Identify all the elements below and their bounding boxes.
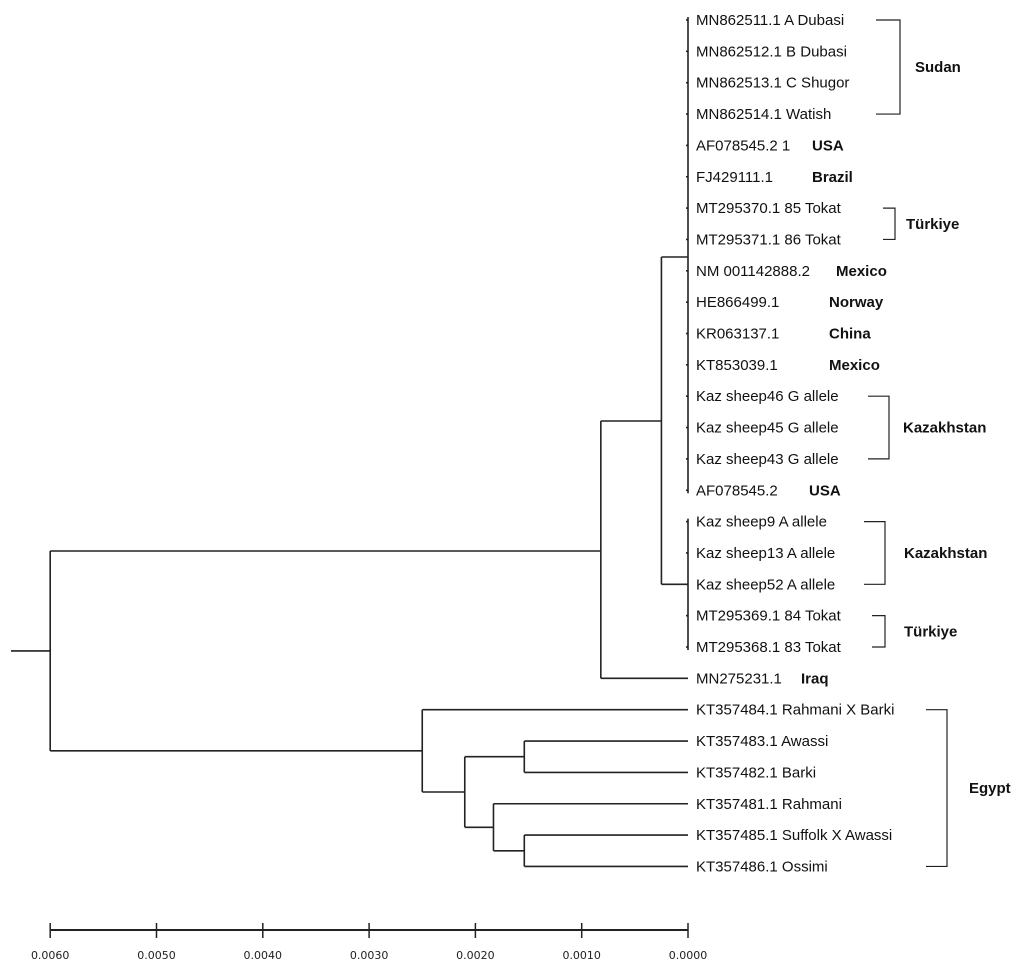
group-bracket [864, 520, 886, 585]
group-bracket [883, 207, 896, 241]
group-label: Kazakhstan [903, 420, 986, 437]
leaf-label: Kaz sheep13 A allele [696, 545, 835, 562]
leaf-label: KT357484.1 Rahmani X Barki [696, 702, 894, 719]
leaf-country-label: Mexico [829, 357, 880, 374]
group-bracket [876, 19, 901, 115]
leaf-label: KR063137.1 [696, 326, 779, 343]
group-bracket [926, 709, 948, 868]
group-label: Kazakhstan [904, 545, 987, 562]
leaf-label: KT357482.1 Barki [696, 764, 816, 781]
leaf-label: KT357481.1 Rahmani [696, 796, 842, 813]
leaf-label: KT357486.1 Ossimi [696, 858, 828, 875]
scale-tick-label: 0.0040 [244, 949, 283, 962]
leaf-label: Kaz sheep52 A allele [696, 576, 835, 593]
leaf-label: MN862511.1 A Dubasi [696, 12, 844, 29]
leaf-country-label: China [829, 326, 871, 343]
scale-tick-label: 0.0030 [350, 949, 389, 962]
group-brackets: Sudan Türkiye Kazakhstan Kazakhstan Türkiye E… [864, 19, 1011, 868]
leaf-label: Kaz sheep46 G allele [696, 388, 839, 405]
scale-axis: 0.0060 0.0050 0.0040 0.0030 0.0020 0.0010 0.00… [31, 923, 707, 962]
leaf-labels: MN862511.1 A Dubasi MN862512.1 B Dubasi MN… [696, 12, 894, 875]
leaf-label: HE866499.1 [696, 294, 779, 311]
leaf-label: MT295371.1 86 Tokat [696, 231, 842, 248]
leaf-label: Kaz sheep45 G allele [696, 420, 839, 437]
leaf-label: MN862513.1 C Shugor [696, 75, 849, 92]
group-label: Türkiye [904, 623, 957, 640]
scale-tick-label: 0.0060 [31, 949, 70, 962]
leaf-label: MN862512.1 B Dubasi [696, 43, 847, 60]
leaf-label: Kaz sheep9 A allele [696, 514, 827, 531]
leaf-label: MT295370.1 85 Tokat [696, 200, 842, 217]
leaf-label: AF078545.2 [696, 482, 778, 499]
leaf-country-label: USA [812, 137, 844, 154]
scale-tick-label: 0.0050 [137, 949, 176, 962]
leaf-label: FJ429111.1 [696, 169, 773, 186]
group-bracket [868, 395, 890, 460]
scale-tick-label: 0.0020 [456, 949, 495, 962]
leaf-country-label: Norway [829, 294, 884, 311]
group-label: Egypt [969, 780, 1011, 797]
leaf-label: MT295368.1 83 Tokat [696, 639, 842, 656]
leaf-label: NM 001142888.2 [696, 263, 810, 280]
leaf-country-label: Iraq [801, 670, 829, 687]
leaf-label: MN275231.1 [696, 670, 782, 687]
leaf-country-label: USA [809, 482, 841, 499]
tree-branches [11, 17, 689, 868]
scale-tick-label: 0.0010 [562, 949, 601, 962]
group-label: Sudan [915, 59, 961, 76]
leaf-country-label: Mexico [836, 263, 887, 280]
leaf-label: KT357483.1 Awassi [696, 733, 828, 750]
leaf-label: MN862514.1 Watish [696, 106, 831, 123]
leaf-country-label: Brazil [812, 169, 853, 186]
group-label: Türkiye [906, 216, 959, 233]
leaf-label: MT295369.1 84 Tokat [696, 608, 842, 625]
scale-tick-label: 0.0000 [669, 949, 708, 962]
leaf-label: Kaz sheep43 G allele [696, 451, 839, 468]
leaf-label: AF078545.2 1 [696, 137, 790, 154]
leaf-label: KT853039.1 [696, 357, 778, 374]
leaf-label: KT357485.1 Suffolk X Awassi [696, 827, 892, 844]
scale-ticks: 0.0060 0.0050 0.0040 0.0030 0.0020 0.0010 0.00… [31, 923, 707, 962]
group-bracket [872, 615, 886, 648]
